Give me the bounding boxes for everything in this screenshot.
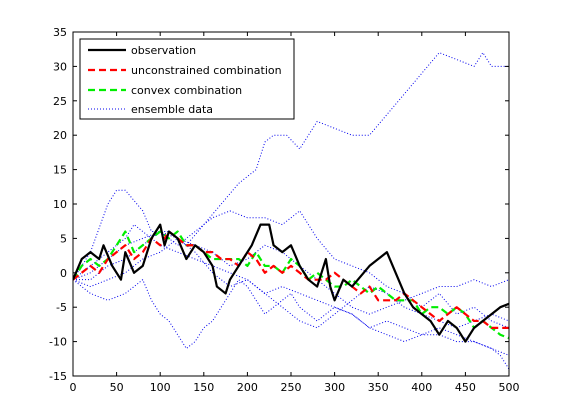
x-tick-label: 300: [324, 381, 345, 394]
legend-label-observation: observation: [131, 44, 196, 57]
series-line-ensemble-member-5: [73, 279, 509, 370]
y-tick-label: -5: [56, 301, 67, 314]
legend-box: [79, 38, 295, 120]
x-tick-label: 400: [411, 381, 432, 394]
legend: observation unconstrained combination co…: [79, 38, 295, 120]
x-tick-label: 0: [70, 381, 77, 394]
x-tick-label: 150: [193, 381, 214, 394]
y-tick-label: -15: [49, 370, 67, 383]
tick-layer: 0 50 100 150 200 250 300 350 400 450 500 -15 -10 -5 0 5…: [49, 26, 519, 394]
series-line-ensemble-member-4: [73, 210, 509, 329]
series-line-ensemble-data: [73, 52, 509, 280]
y-tick-label: 25: [53, 95, 67, 108]
y-tick-label: 0: [60, 267, 67, 280]
x-tick-label: 350: [368, 381, 389, 394]
x-tick-label: 100: [150, 381, 171, 394]
x-tick-label: 250: [281, 381, 302, 394]
y-tick-label: 15: [53, 164, 67, 177]
y-tick-label: 5: [60, 232, 67, 245]
legend-label-ensemble-data: ensemble data: [131, 103, 213, 116]
series-layer: [73, 52, 509, 370]
series-line-convex-combination: [73, 230, 509, 340]
x-tick-label: 200: [237, 381, 258, 394]
x-tick-label: 500: [499, 381, 520, 394]
legend-label-unconstrained-combination: unconstrained combination: [131, 64, 282, 77]
y-tick-label: 35: [53, 26, 67, 39]
legend-label-convex-combination: convex combination: [131, 84, 242, 97]
series-line-unconstrained-combination: [73, 230, 509, 329]
y-tick-label: -10: [49, 336, 67, 349]
y-tick-label: 20: [53, 129, 67, 142]
y-tick-label: 10: [53, 198, 67, 211]
y-tick-label: 30: [53, 60, 67, 73]
series-line-observation: [73, 223, 509, 343]
x-tick-label: 50: [110, 381, 124, 394]
x-tick-label: 450: [455, 381, 476, 394]
